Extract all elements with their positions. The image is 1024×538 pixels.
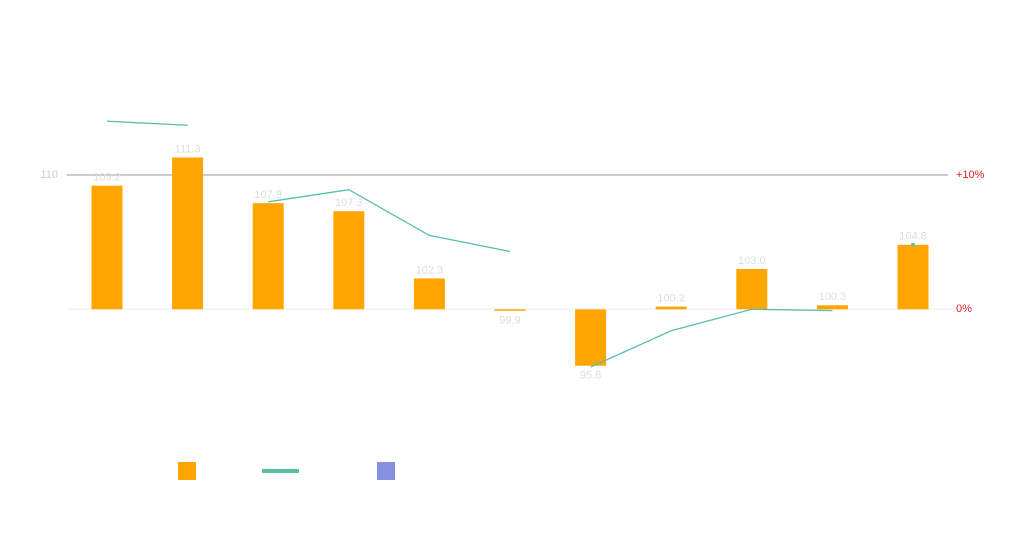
y-tick-label: 110 (40, 169, 58, 181)
line (268, 189, 511, 253)
value-label: 107.9 (254, 189, 282, 201)
y2-tick-label: +10% (956, 169, 985, 181)
bar (252, 203, 284, 310)
bar (897, 244, 929, 310)
bar (575, 309, 607, 366)
legend-swatch (178, 462, 196, 480)
value-label: 104.8 (899, 231, 927, 243)
y2-tick-label: 0% (956, 303, 972, 315)
bar (494, 309, 526, 311)
line (106, 120, 188, 126)
bar (91, 185, 123, 310)
value-label: 109.2 (93, 172, 121, 184)
legend-swatch (377, 462, 395, 480)
legend-swatch (262, 469, 299, 473)
value-label: 111.3 (175, 143, 201, 155)
value-label: 107.3 (335, 197, 363, 209)
value-label: 102.3 (416, 264, 444, 276)
bar (655, 306, 687, 310)
value-label: 103.0 (738, 255, 766, 267)
value-label: 100.3 (819, 291, 847, 303)
line (590, 308, 833, 368)
value-label: 99.9 (499, 315, 520, 327)
bar (413, 278, 445, 310)
bar (816, 305, 848, 310)
value-label: 95.8 (580, 370, 601, 382)
bar (736, 268, 768, 310)
bar (333, 211, 365, 310)
line-point (911, 242, 915, 247)
value-label: 100.2 (657, 293, 685, 305)
bar (172, 157, 204, 310)
